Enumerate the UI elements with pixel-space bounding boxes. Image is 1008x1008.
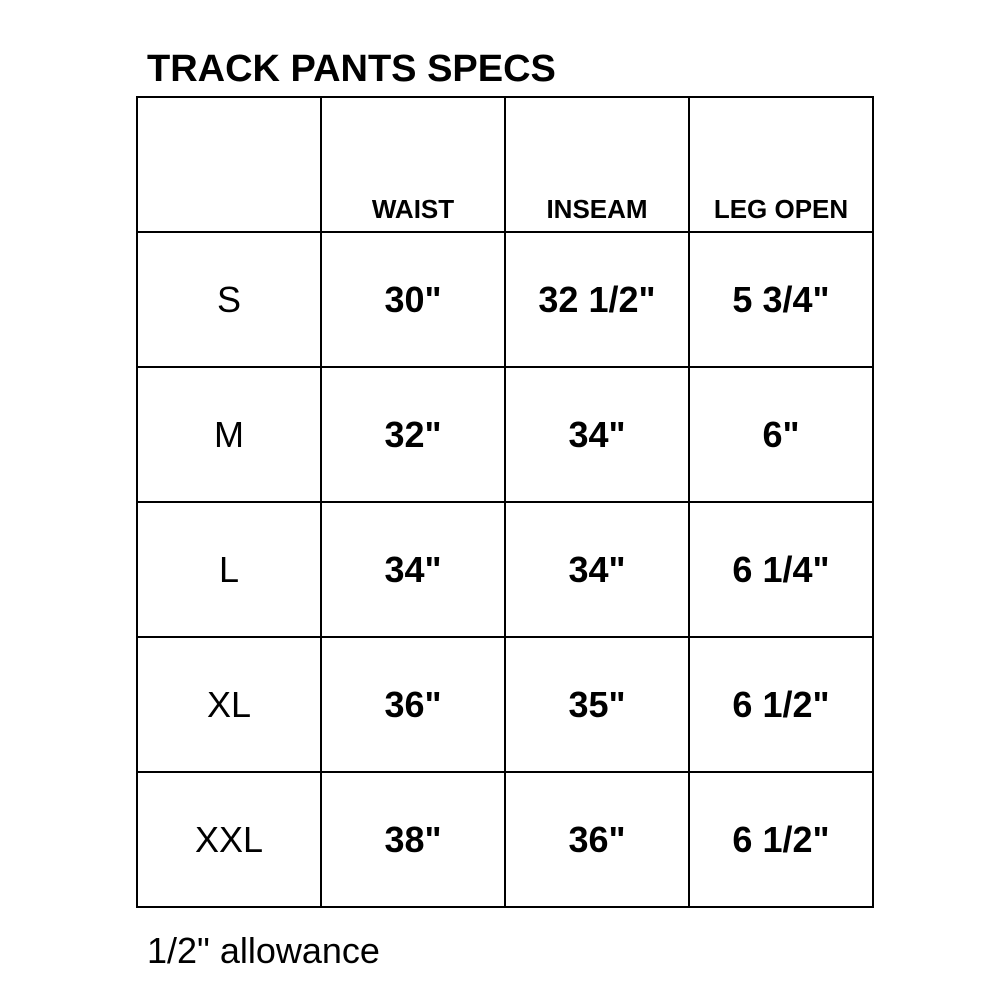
cell-leg-open: 6 1/4" — [688, 501, 874, 638]
table-row: M 32" 34" 6" — [136, 366, 874, 503]
cell-size: S — [136, 231, 322, 368]
allowance-note: 1/2" allowance — [147, 930, 380, 971]
header-cell-inseam: INSEAM — [504, 96, 690, 233]
cell-size: L — [136, 501, 322, 638]
table-row: L 34" 34" 6 1/4" — [136, 501, 874, 638]
table-row: XL 36" 35" 6 1/2" — [136, 636, 874, 773]
cell-waist: 34" — [320, 501, 506, 638]
cell-size: M — [136, 366, 322, 503]
header-cell-waist: WAIST — [320, 96, 506, 233]
cell-leg-open: 5 3/4" — [688, 231, 874, 368]
cell-leg-open: 6 1/2" — [688, 636, 874, 773]
cell-inseam: 34" — [504, 366, 690, 503]
table-row: XXL 38" 36" 6 1/2" — [136, 771, 874, 908]
header-cell-corner — [136, 96, 322, 233]
cell-size: XL — [136, 636, 322, 773]
cell-leg-open: 6" — [688, 366, 874, 503]
cell-waist: 32" — [320, 366, 506, 503]
cell-inseam: 36" — [504, 771, 690, 908]
table-row: S 30" 32 1/2" 5 3/4" — [136, 231, 874, 368]
cell-inseam: 34" — [504, 501, 690, 638]
cell-waist: 38" — [320, 771, 506, 908]
page-title: TRACK PANTS SPECS — [147, 48, 556, 90]
size-spec-table: WAIST INSEAM LEG OPEN S 30" 32 1/2" 5 3/4" M… — [136, 96, 874, 908]
cell-size: XXL — [136, 771, 322, 908]
header-cell-leg-open: LEG OPEN — [688, 96, 874, 233]
cell-inseam: 32 1/2" — [504, 231, 690, 368]
header-row: WAIST INSEAM LEG OPEN — [136, 96, 874, 233]
cell-leg-open: 6 1/2" — [688, 771, 874, 908]
cell-waist: 36" — [320, 636, 506, 773]
cell-waist: 30" — [320, 231, 506, 368]
cell-inseam: 35" — [504, 636, 690, 773]
